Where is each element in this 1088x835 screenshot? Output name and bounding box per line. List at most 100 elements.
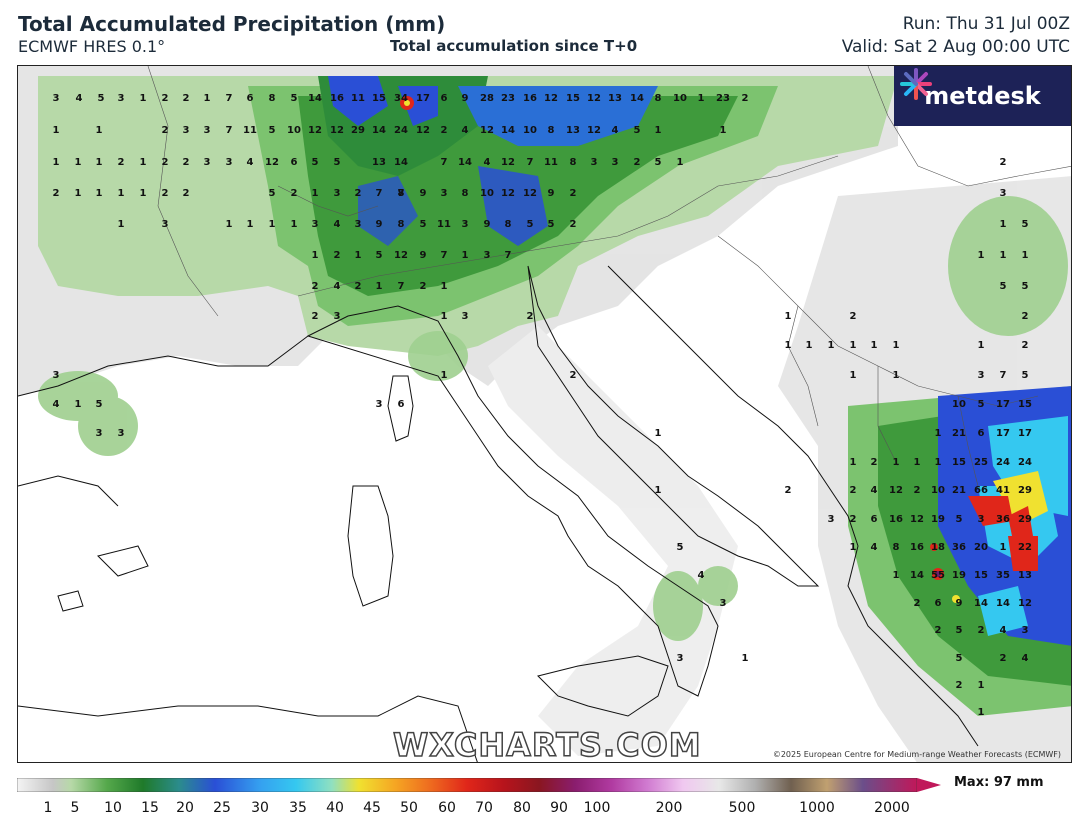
point-value: 5 [548,219,555,230]
point-value: 12 [330,125,344,136]
point-value: 36 [996,514,1010,525]
point-value: 1 [655,125,662,136]
scattered-green-precip [38,196,1068,641]
point-value: 2 [871,457,878,468]
point-value: 5 [269,188,276,199]
colorbar-tick-label: 30 [251,800,269,816]
point-value: 21 [952,485,966,496]
point-value: 3 [376,399,383,410]
point-value: 2 [312,281,319,292]
point-value: 3 [441,188,448,199]
point-value: 1 [226,219,233,230]
chart-title: Total Accumulated Precipitation (mm) [18,12,446,36]
point-value: 19 [952,570,966,581]
point-value: 2 [118,157,125,168]
point-value: 1 [893,370,900,381]
point-value: 2 [956,680,963,691]
map-canvas: 3 4 5 3 1 2 2 1 7 6 8 5 14 16 11 15 34 17 6 9 28 23 16 12 15 12 13… [18,66,1071,762]
point-value: 3 [162,219,169,230]
point-value: 14 [458,157,472,168]
point-value: 14 [394,157,408,168]
point-value: 9 [376,219,383,230]
max-value-label: Max: 97 mm [954,775,1044,790]
point-value: 2 [785,485,792,496]
colorbar-tick-label: 50 [400,800,418,816]
point-value: 1 [1000,250,1007,261]
point-value: 8 [269,93,276,104]
point-value: 3 [1000,188,1007,199]
point-value: 1 [720,125,727,136]
point-value: 3 [334,311,341,322]
point-value: 2 [978,625,985,636]
point-value: 9 [956,598,963,609]
point-value: 2 [850,485,857,496]
point-value: 7 [398,281,405,292]
point-value: 5 [98,93,105,104]
point-value: 2 [441,125,448,136]
point-value: 3 [183,125,190,136]
point-value: 1 [850,370,857,381]
point-value: 13 [566,125,580,136]
point-value: 1 [75,157,82,168]
point-value: 7 [226,125,233,136]
point-value: 1 [312,250,319,261]
point-value: 12 [910,514,924,525]
point-value: 1 [698,93,705,104]
point-value: 12 [523,188,537,199]
point-value: 16 [523,93,537,104]
point-value: 9 [420,188,427,199]
point-value: 22 [1018,542,1032,553]
point-value: 19 [931,514,945,525]
point-value: 1 [118,188,125,199]
point-value: 1 [96,125,103,136]
point-value: 15 [974,570,988,581]
point-value: 36 [952,542,966,553]
point-value: 1 [462,250,469,261]
point-value: 4 [698,570,705,581]
point-value: 8 [398,219,405,230]
colorbar-tick-label: 70 [475,800,493,816]
point-value: 1 [893,570,900,581]
ecmwf-copyright: ©2025 European Centre for Medium-range W… [772,750,1061,759]
point-value: 4 [484,157,491,168]
point-value: 24 [394,125,408,136]
point-value: 25 [974,457,988,468]
point-value: 7 [441,157,448,168]
point-value: 3 [355,219,362,230]
point-value: 12 [587,125,601,136]
point-value: 2 [355,281,362,292]
point-value: 15 [1018,399,1032,410]
point-value: 4 [334,219,341,230]
point-value: 14 [910,570,924,581]
point-value: 6 [871,514,878,525]
point-value: 13 [1018,570,1032,581]
point-value: 2 [183,93,190,104]
point-value: 1 [978,250,985,261]
point-value: 14 [372,125,386,136]
point-value: 4 [871,485,878,496]
point-value: 4 [1022,653,1029,664]
point-value: 12 [501,188,515,199]
point-value: 4 [334,281,341,292]
point-value: 5 [1000,281,1007,292]
point-value: 2 [291,188,298,199]
point-value: 4 [1000,625,1007,636]
point-value: 5 [956,653,963,664]
point-value: 1 [893,340,900,351]
point-value: 5 [312,157,319,168]
point-value: 5 [1022,281,1029,292]
point-value: 2 [935,625,942,636]
point-value: 2 [914,598,921,609]
metdesk-logo-icon [900,68,932,100]
point-value: 55 [931,570,945,581]
point-value: 2 [1022,311,1029,322]
point-value: 9 [420,250,427,261]
point-value: 7 [398,188,405,199]
point-value: 5 [1022,219,1029,230]
point-value: 10 [480,188,494,199]
point-value: 2 [634,157,641,168]
point-value: 2 [420,281,427,292]
point-value: 1 [441,370,448,381]
point-value: 5 [96,399,103,410]
point-value: 3 [1022,625,1029,636]
